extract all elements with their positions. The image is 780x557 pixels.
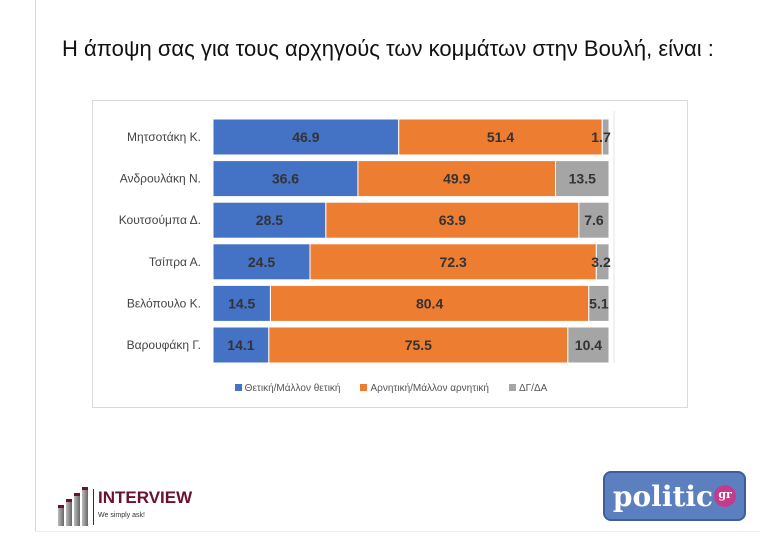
data-label: 1.7: [591, 129, 611, 145]
bar-segment: [309, 243, 597, 281]
bar-segment: [212, 160, 359, 198]
data-label: 75.5: [405, 337, 432, 353]
bar-segment: [588, 284, 610, 322]
legend-swatch: [508, 384, 516, 391]
bar-segment: [268, 326, 569, 364]
data-label: 63.9: [439, 212, 466, 228]
data-label: 14.1: [227, 337, 254, 353]
data-label: 51.4: [487, 129, 514, 145]
data-label: 49.9: [443, 171, 470, 187]
bar-segment: [269, 284, 590, 322]
bar-segment: [212, 284, 271, 322]
interview-logo-icon: [58, 487, 88, 526]
bar-segment: [601, 118, 610, 156]
bar-segment: [567, 326, 610, 364]
data-label: 14.5: [228, 295, 255, 311]
bar-segment: [398, 118, 603, 156]
legend-swatch: [360, 384, 368, 391]
interview-tagline: We simply ask!: [98, 511, 145, 519]
bar-segment: [357, 160, 557, 198]
legend-item: ΔΓ/ΔΑ: [508, 383, 548, 394]
legend-swatch: [234, 384, 242, 391]
politic-logo-suffix: gr: [714, 485, 737, 507]
category-label: Κουτσούμπα Δ.: [119, 213, 201, 227]
legend-item: Αρνητική/Μάλλον αρνητική: [360, 383, 489, 394]
legend-label: Αρνητική/Μάλλον αρνητική: [370, 383, 489, 394]
data-label: 7.6: [584, 212, 604, 228]
legend-label: ΔΓ/ΔΑ: [518, 383, 548, 394]
data-label: 5.1: [589, 295, 609, 311]
politic-logo: politic gr: [603, 471, 746, 521]
page-title: Η άποψη σας για τους αρχηγούς των κομμάτ…: [62, 36, 714, 61]
bar-segment: [595, 243, 610, 281]
data-label: 80.4: [416, 295, 443, 311]
data-label: 72.3: [440, 254, 467, 270]
interview-logo-text: INTERVIEW: [98, 487, 193, 507]
chart-legend: Θετική/Μάλλον θετική Αρνητική/Μάλλον αρνη…: [93, 383, 689, 394]
category-label: Μητσοτάκη Κ.: [127, 130, 201, 144]
politic-logo-text: politic: [612, 479, 714, 513]
legend-label: Θετική/Μάλλον θετική: [244, 383, 341, 394]
bar-segment: [555, 160, 610, 198]
interview-logo: INTERVIEW We simply ask!: [58, 487, 192, 526]
data-label: 36.6: [272, 171, 299, 187]
bar-segment: [325, 201, 580, 239]
data-label: 46.9: [292, 129, 319, 145]
chart-plot: Μητσοτάκη Κ. 46.9 51.4 1.7 Ανδρουλάκη Ν. 36.6…: [119, 111, 615, 364]
category-label: Τσίπρα Α.: [149, 255, 201, 269]
category-label: Βαρουφάκη Γ.: [127, 338, 201, 352]
bar-segment: [578, 201, 610, 239]
data-label: 3.2: [591, 254, 611, 270]
page-border-bottom: [35, 531, 760, 532]
data-label: 13.5: [569, 171, 596, 187]
category-label: Βελόπουλο Κ.: [127, 296, 201, 310]
data-label: 10.4: [575, 337, 602, 353]
bar-segment: [212, 201, 327, 239]
data-label: 24.5: [248, 254, 275, 270]
category-label: Ανδρουλάκη Ν.: [120, 172, 201, 186]
page-border-left: [35, 0, 36, 532]
chart: Μητσοτάκη Κ. 46.9 51.4 1.7 Ανδρουλάκη Ν. 36.6…: [92, 100, 688, 408]
data-label: 28.5: [256, 212, 283, 228]
legend-item: Θετική/Μάλλον θετική: [234, 383, 341, 394]
